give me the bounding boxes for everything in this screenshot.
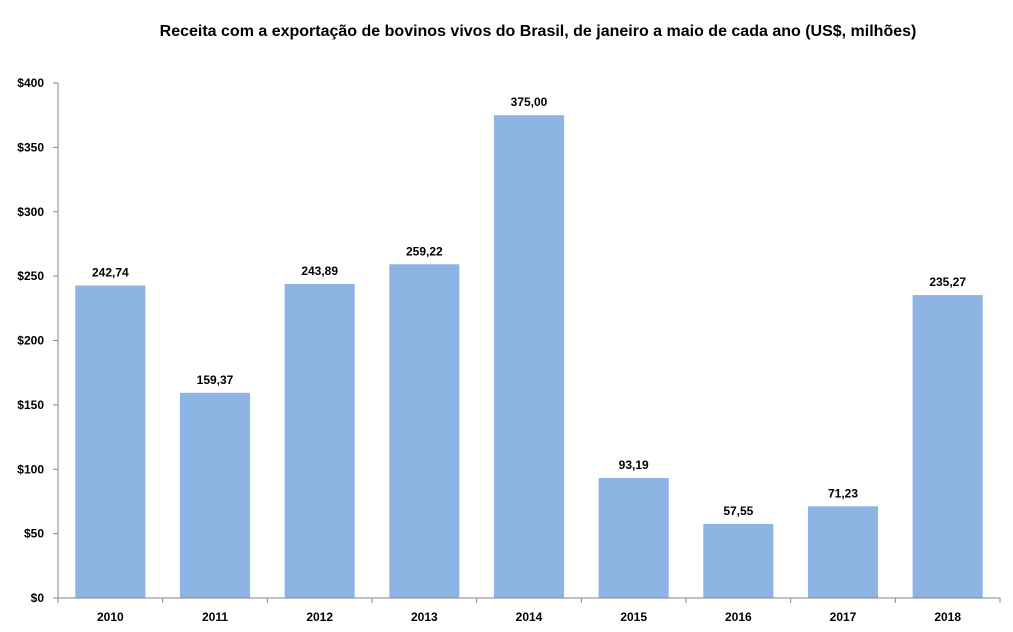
data-label: 242,74 xyxy=(92,265,129,279)
data-label: 235,27 xyxy=(929,275,966,289)
y-tick-label: $50 xyxy=(24,527,44,541)
y-tick-label: $300 xyxy=(17,205,44,219)
bar xyxy=(179,392,251,598)
x-axis: 2010 2011 2012 2013 2014 2015 2016 2017 2018 xyxy=(57,597,1001,624)
x-tick-label: 2018 xyxy=(934,610,961,624)
y-tick-label: $250 xyxy=(17,269,44,283)
bar xyxy=(284,283,355,598)
x-tick-label: 2011 xyxy=(202,610,228,624)
y-tick-label: $350 xyxy=(17,140,44,154)
y-axis: $0 $50 $100 $150 $200 $250 $300 $350 $400 xyxy=(17,76,59,605)
data-label: 93,19 xyxy=(619,458,649,472)
y-tick-label: $200 xyxy=(17,334,44,348)
data-label: 71,23 xyxy=(828,486,858,500)
y-tick-label: $400 xyxy=(17,76,44,90)
bar xyxy=(598,478,669,598)
x-tick-label: 2014 xyxy=(516,610,543,624)
bars: 242,74 159,37 243,89 259,22 375,00 93,19 57,55… xyxy=(75,95,983,598)
bar xyxy=(912,295,983,598)
x-tick-label: 2012 xyxy=(306,610,333,624)
bar xyxy=(389,264,460,598)
x-tick-label: 2010 xyxy=(97,610,124,624)
y-tick-label: $0 xyxy=(31,591,45,605)
x-tick-label: 2013 xyxy=(411,610,438,624)
bar xyxy=(493,115,565,598)
x-tick-label: 2017 xyxy=(830,610,857,624)
x-tick-label: 2015 xyxy=(620,610,647,624)
y-tick-label: $100 xyxy=(17,462,44,476)
x-tick-label: 2016 xyxy=(725,610,752,624)
bar xyxy=(807,506,879,598)
data-label: 57,55 xyxy=(723,504,753,518)
chart-title: Receita com a exportação de bovinos vivo… xyxy=(160,23,917,40)
y-tick-label: $150 xyxy=(17,398,44,412)
data-label: 259,22 xyxy=(406,244,443,258)
bar xyxy=(75,285,146,598)
data-label: 243,89 xyxy=(301,264,338,278)
bar xyxy=(703,523,774,598)
data-label: 375,00 xyxy=(511,95,548,109)
data-label: 159,37 xyxy=(197,373,234,387)
